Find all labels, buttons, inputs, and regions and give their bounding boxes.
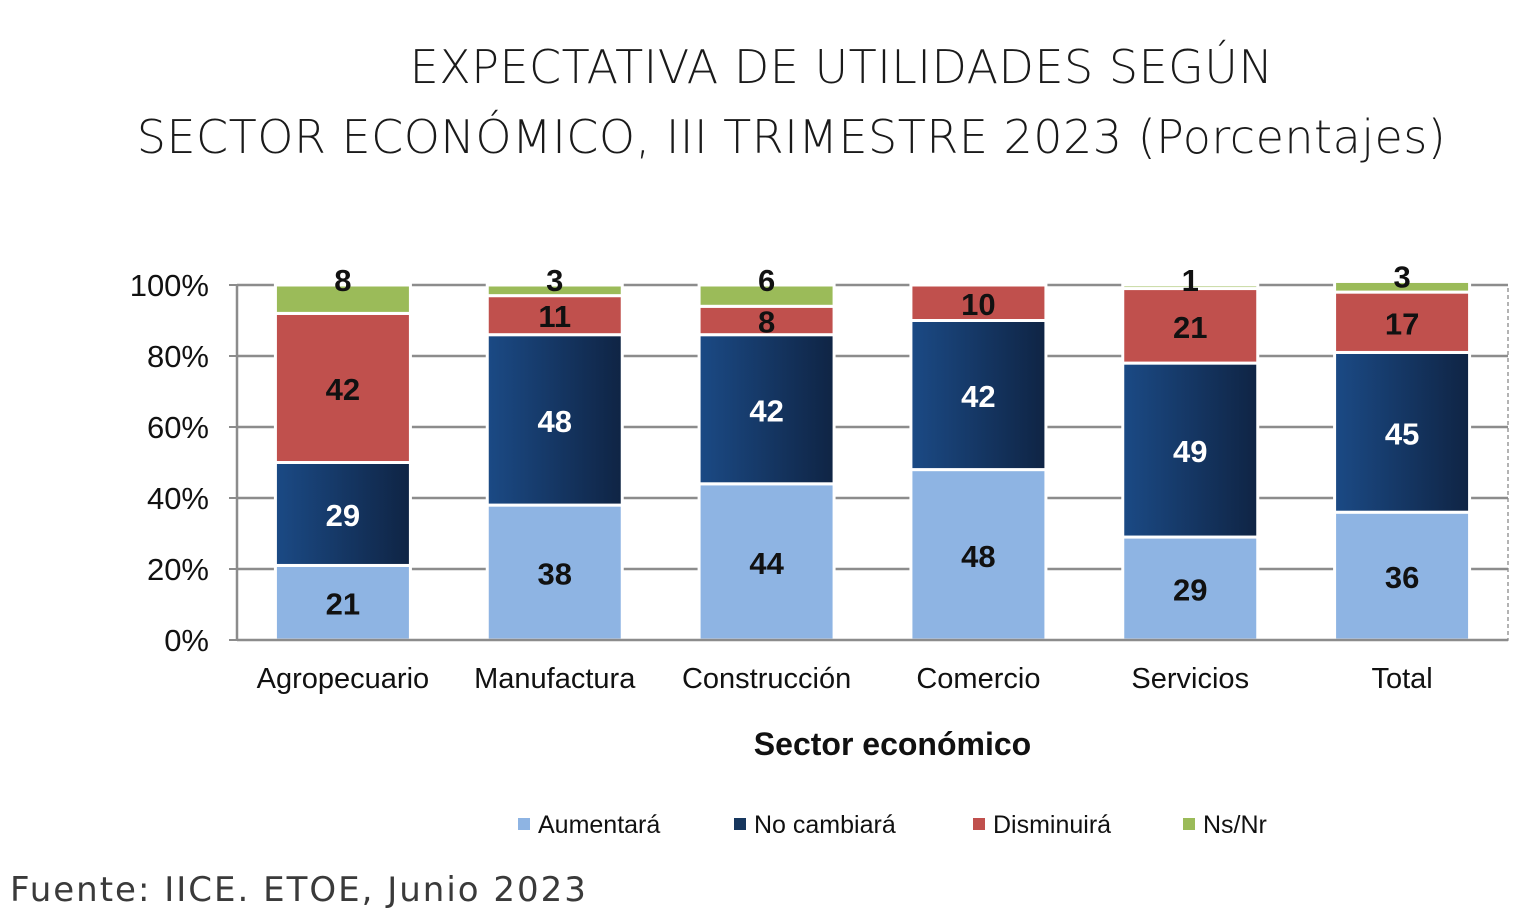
data-label: 8 <box>758 305 775 340</box>
y-tick-label: 0% <box>164 623 209 658</box>
bar-segment <box>485 283 624 298</box>
bar-segment <box>1333 279 1472 294</box>
data-label: 38 <box>538 557 572 592</box>
x-tick-label: Comercio <box>916 663 1040 695</box>
data-label: 49 <box>1173 434 1207 469</box>
chart-title-line-2: SECTOR ECONÓMICO, III TRIMESTRE 2023 (Po… <box>136 110 1447 164</box>
data-label: 44 <box>749 546 784 581</box>
y-tick-label: 20% <box>147 552 209 587</box>
data-label: 17 <box>1385 306 1419 341</box>
data-label: 1 <box>1182 263 1199 298</box>
grid-lines <box>236 283 1509 641</box>
legend-swatch <box>973 818 985 830</box>
data-label: 3 <box>1393 259 1410 294</box>
bar-segment <box>697 333 836 486</box>
data-label: 36 <box>1385 560 1419 595</box>
bar-segment <box>273 563 412 642</box>
x-tick-label: Total <box>1371 663 1432 695</box>
x-axis-title: Sector económico <box>754 726 1031 762</box>
y-tick-label: 60% <box>147 410 209 445</box>
data-label: 48 <box>538 404 572 439</box>
legend-swatch <box>518 818 530 830</box>
legend-swatch <box>734 818 746 830</box>
legend-swatch <box>1183 818 1195 830</box>
source-note: Fuente: IICE. ETOE, Junio 2023 <box>10 870 588 910</box>
chart-title-line-1: EXPECTATIVA DE UTILIDADES SEGÚN <box>409 40 1274 94</box>
x-tick-label: Servicios <box>1131 663 1249 695</box>
y-tick-label: 80% <box>147 339 209 374</box>
data-label: 8 <box>334 263 351 298</box>
data-label: 21 <box>326 587 360 622</box>
data-label: 11 <box>538 299 571 334</box>
data-label: 42 <box>961 379 995 414</box>
data-label: 3 <box>546 263 563 298</box>
data-label: 48 <box>961 539 995 574</box>
bar-segment <box>273 311 412 464</box>
data-label: 29 <box>326 498 360 533</box>
bar-segment <box>1121 283 1260 291</box>
bar-segment <box>1121 361 1260 539</box>
data-label: 42 <box>326 372 360 407</box>
legend: Aumentará No cambiará Disminuirá Ns/Nr <box>518 811 1267 839</box>
bar-segment <box>1121 287 1260 365</box>
data-label: 29 <box>1173 573 1207 608</box>
bar-segment <box>485 503 624 642</box>
plot-area-border <box>236 284 1509 641</box>
data-label: 21 <box>1173 310 1207 345</box>
legend-label: Ns/Nr <box>1203 811 1267 839</box>
data-label: 45 <box>1385 416 1419 451</box>
x-tick-label: Manufactura <box>474 663 636 695</box>
bar-segment <box>909 319 1048 472</box>
bar-segment <box>1333 510 1472 642</box>
legend-label: Disminuirá <box>993 811 1111 839</box>
bar-segment <box>1121 535 1260 642</box>
data-label: 10 <box>961 287 995 322</box>
data-label: 6 <box>758 263 775 298</box>
legend-label: No cambiará <box>754 811 896 839</box>
bar-segment <box>273 283 412 315</box>
bar-segment <box>273 461 412 567</box>
x-tick-label: Construcción <box>682 663 851 695</box>
bar-segment <box>909 468 1048 642</box>
y-tick-label: 100% <box>130 268 209 303</box>
bar-segment <box>697 283 836 308</box>
x-tick-label: Agropecuario <box>257 663 430 695</box>
bar-segment <box>909 283 1048 322</box>
data-label: 42 <box>749 393 783 428</box>
bars <box>273 279 1472 642</box>
axes: 0% 20% 40% 60% 80% 100% Agropecuario Manufactur… <box>130 268 1508 762</box>
y-tick-label: 40% <box>147 481 209 516</box>
legend-label: Aumentará <box>538 811 660 839</box>
